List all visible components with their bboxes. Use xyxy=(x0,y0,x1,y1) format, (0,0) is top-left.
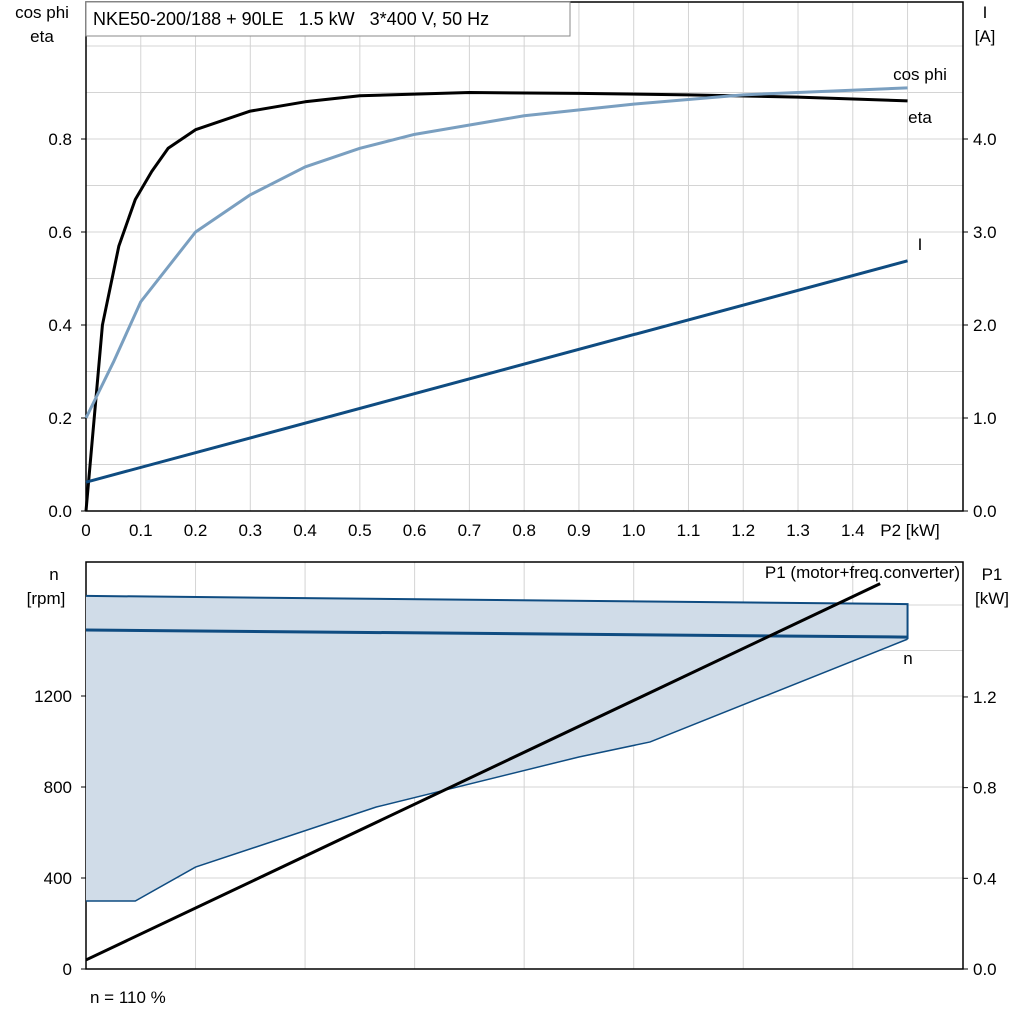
series-I xyxy=(85,259,908,484)
top-series: cos phi eta I xyxy=(84,65,947,512)
y-tick-label-right: 0.8 xyxy=(973,779,997,798)
series-label-n: n xyxy=(903,649,912,668)
x-tick-label: 0.8 xyxy=(512,521,536,540)
bottom-ylabel-right-2: [kW] xyxy=(975,589,1009,608)
bottom-ylabel-right-1: P1 xyxy=(982,565,1003,584)
series-cos-phi xyxy=(84,86,908,419)
bottom-ylabel-left-2: [rpm] xyxy=(27,589,66,608)
y-tick-label-left: 0.6 xyxy=(48,223,72,242)
x-tick-label: 1.2 xyxy=(731,521,755,540)
x-tick-label: 0.1 xyxy=(129,521,153,540)
series-P1 xyxy=(85,582,881,962)
y-tick-label-right: 0.0 xyxy=(973,960,997,979)
x-tick-label: 0 xyxy=(81,521,90,540)
y-tick-label-right: 1.0 xyxy=(973,409,997,428)
y-tick-label-right: 2.0 xyxy=(973,316,997,335)
top-grid: 0 0.1 0.2 0.3 0.4 0.5 0.6 0.7 0.8 0.9 1.0 1.1 1.2 1.3… xyxy=(48,1,997,540)
footnote: n = 110 % xyxy=(90,988,166,1007)
y-tick-label-right: 1.2 xyxy=(973,688,997,707)
chart-title: NKE50-200/188 + 90LE 1.5 kW 3*400 V, 50 … xyxy=(93,9,489,29)
y-tick-label-left: 0.8 xyxy=(48,130,72,149)
title-box xyxy=(85,1,571,37)
series-label-cos-phi: cos phi xyxy=(893,65,947,84)
y-tick-label-left: 400 xyxy=(44,869,72,888)
x-tick-label: 1.3 xyxy=(786,521,810,540)
x-tick-label: 1.1 xyxy=(677,521,701,540)
x-tick-label: 0.3 xyxy=(238,521,262,540)
x-tick-label: 0.6 xyxy=(403,521,427,540)
x-tick-label: 0.2 xyxy=(184,521,208,540)
x-tick-label: 0.5 xyxy=(348,521,372,540)
series-n-max xyxy=(85,594,909,640)
y-tick-label-right: 0.0 xyxy=(973,502,997,521)
top-ylabel-left-2: eta xyxy=(30,27,54,46)
y-tick-label-left: 0.0 xyxy=(48,502,72,521)
y-tick-label-left: 0 xyxy=(63,960,72,979)
x-tick-label: 0.4 xyxy=(293,521,317,540)
x-tick-label: 1.0 xyxy=(622,521,646,540)
x-tick-label: 0.9 xyxy=(567,521,591,540)
y-tick-label-right: 0.4 xyxy=(973,869,997,888)
y-tick-label-left: 800 xyxy=(44,778,72,797)
series-n-min xyxy=(86,638,908,902)
y-tick-label-right: 4.0 xyxy=(973,130,997,149)
x-tick-label: 1.4 xyxy=(841,521,865,540)
x-tick-label: 0.7 xyxy=(458,521,482,540)
top-ylabel-left-1: cos phi xyxy=(15,3,69,22)
speed-range-area xyxy=(86,595,908,901)
series-label-I: I xyxy=(918,235,923,254)
series-label-eta: eta xyxy=(908,108,932,127)
top-xlabel: P2 [kW] xyxy=(880,521,940,540)
series-eta xyxy=(84,91,908,512)
y-tick-label-left: 0.4 xyxy=(48,316,72,335)
series-label-P1: P1 (motor+freq.converter) xyxy=(765,563,960,582)
bottom-ylabel-left-1: n xyxy=(49,565,58,584)
y-tick-label-right: 3.0 xyxy=(973,223,997,242)
y-tick-label-left: 1200 xyxy=(34,687,72,706)
top-ylabel-right-2: [A] xyxy=(975,27,996,46)
y-tick-label-left: 0.2 xyxy=(48,409,72,428)
bottom-series: 0 400 800 1200 0.0 0.4 0.8 1.2 n P1 (motor+freq.c… xyxy=(34,563,996,979)
top-ylabel-right-1: I xyxy=(983,3,988,22)
